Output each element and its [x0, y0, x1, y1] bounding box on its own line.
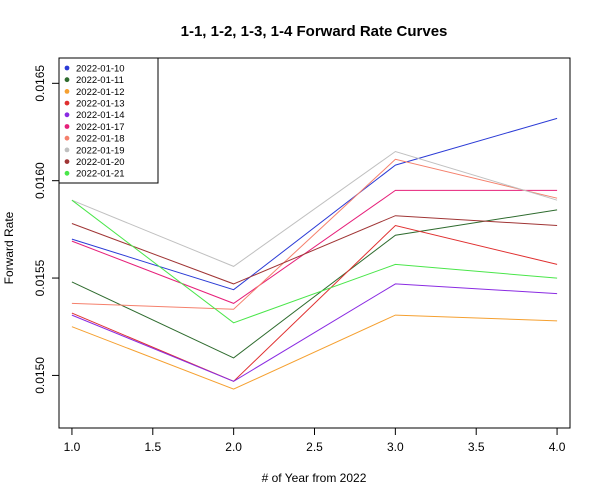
legend-marker	[64, 77, 70, 83]
legend-label: 2022-01-14	[76, 110, 125, 121]
legend-marker	[64, 170, 70, 176]
legend-label: 2022-01-20	[76, 157, 125, 168]
series-line	[71, 224, 558, 382]
x-axis-label: # of Year from 2022	[262, 471, 367, 485]
plot-area: 1.0 1.5 2.0 2.5 3.0 3.5 4.0 0.0150 0.0155 0.0160 0…	[33, 57, 571, 454]
y-tick-label: 0.0160	[33, 162, 47, 199]
legend-marker	[64, 100, 70, 106]
series-line	[71, 314, 558, 390]
legend-marker	[64, 159, 70, 165]
series-line	[71, 209, 558, 359]
chart-title: 1-1, 1-2, 1-3, 1-4 Forward Rate Curves	[181, 23, 448, 40]
legend-label: 2022-01-13	[76, 99, 125, 110]
legend-label: 2022-01-10	[76, 63, 125, 74]
x-tick-label: 1.5	[144, 440, 161, 454]
legend-marker	[64, 65, 70, 71]
legend-box	[58, 57, 159, 184]
x-tick-label: 1.0	[64, 440, 81, 454]
legend-label: 2022-01-11	[76, 75, 124, 86]
legend-marker	[64, 112, 70, 118]
series-line	[71, 189, 558, 304]
series-line	[71, 215, 558, 285]
y-tick-label: 0.0155	[33, 259, 47, 296]
y-tick-label: 0.0150	[33, 357, 47, 394]
legend-label: 2022-01-17	[76, 122, 125, 133]
series-line	[71, 283, 558, 382]
x-tick-label: 3.0	[387, 440, 404, 454]
legend-label: 2022-01-19	[76, 145, 125, 156]
legend: 2022-01-102022-01-112022-01-122022-01-13…	[58, 57, 159, 184]
series-line	[71, 158, 558, 310]
x-tick-label: 3.5	[468, 440, 485, 454]
legend-marker	[64, 147, 70, 153]
x-tick-label: 2.5	[306, 440, 323, 454]
legend-marker	[64, 89, 70, 94]
legend-marker	[64, 124, 70, 129]
y-axis-label: Forward Rate	[2, 211, 16, 284]
x-tick-label: 4.0	[549, 440, 566, 454]
legend-marker	[64, 135, 70, 141]
legend-label: 2022-01-18	[76, 134, 125, 145]
series-line	[71, 199, 558, 324]
x-tick-label: 2.0	[225, 440, 242, 454]
series-line	[71, 150, 558, 267]
legend-label: 2022-01-12	[76, 87, 125, 98]
y-tick-label: 0.0165	[33, 65, 47, 102]
legend-label: 2022-01-21	[76, 169, 125, 180]
series-line	[71, 117, 558, 291]
